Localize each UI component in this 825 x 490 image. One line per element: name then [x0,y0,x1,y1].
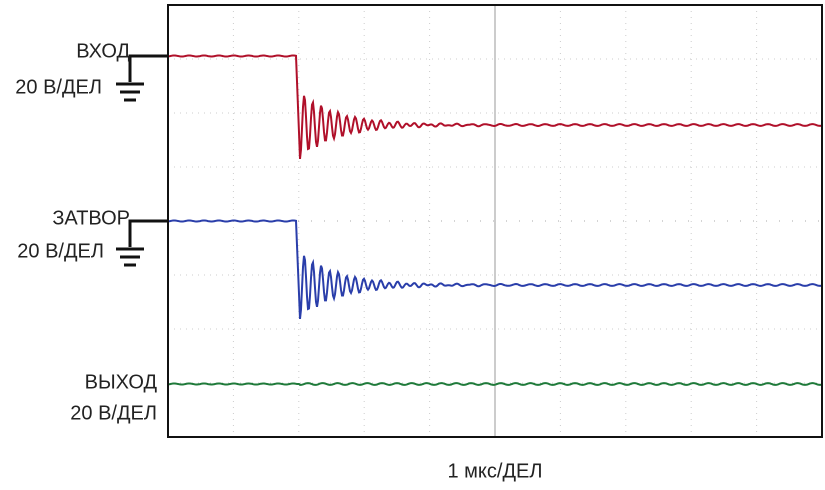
waveform [167,54,823,160]
channel-scale: 20 В/ДЕЛ [15,76,102,98]
channel-name: ЗАТВОР [52,207,130,229]
channel-scale: 20 В/ДЕЛ [17,240,104,262]
timebase-label: 1 мкс/ДЕЛ [448,460,543,482]
channel-scale: 20 В/ДЕЛ [70,402,157,424]
traces [167,54,823,386]
ground-marker [116,219,168,267]
channel-name: ВХОД [76,40,130,62]
ground-marker [116,54,168,102]
channel-name: ВЫХОД [85,371,158,393]
waveform [167,219,823,320]
waveform [167,382,823,386]
